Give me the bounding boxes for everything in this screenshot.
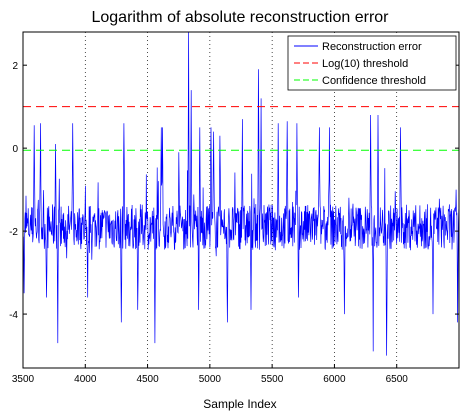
x-tick-label: 5500 [261, 374, 284, 385]
legend-entry: Confidence threshold [322, 75, 426, 87]
y-tick-label: 2 [12, 61, 18, 72]
x-axis-label: Sample Index [203, 397, 276, 411]
chart-title: Logarithm of absolute reconstruction err… [91, 9, 389, 26]
legend-entry: Log(10) threshold [322, 58, 408, 70]
legend-entry: Reconstruction error [322, 41, 422, 53]
x-tick-label: 6000 [323, 374, 346, 385]
x-tick-label: 4500 [136, 374, 159, 385]
legend: Reconstruction error Log(10) threshold Con… [287, 35, 457, 91]
y-tick-label: -2 [9, 227, 18, 238]
x-tick-label: 6500 [386, 374, 409, 385]
x-tick-label: 4000 [74, 374, 97, 385]
x-tick-label: 3500 [12, 374, 35, 385]
y-tick-label: -4 [9, 310, 18, 321]
series-line-reconstruction-error [23, 32, 459, 356]
plot-area [23, 32, 459, 356]
y-tick-label: 0 [12, 144, 18, 155]
x-tick-label: 5000 [199, 374, 222, 385]
plot-frame [22, 31, 460, 369]
ticks: 3500 4000 4500 5000 5500 6000 6500 2 0 -2 -4 [9, 61, 459, 385]
